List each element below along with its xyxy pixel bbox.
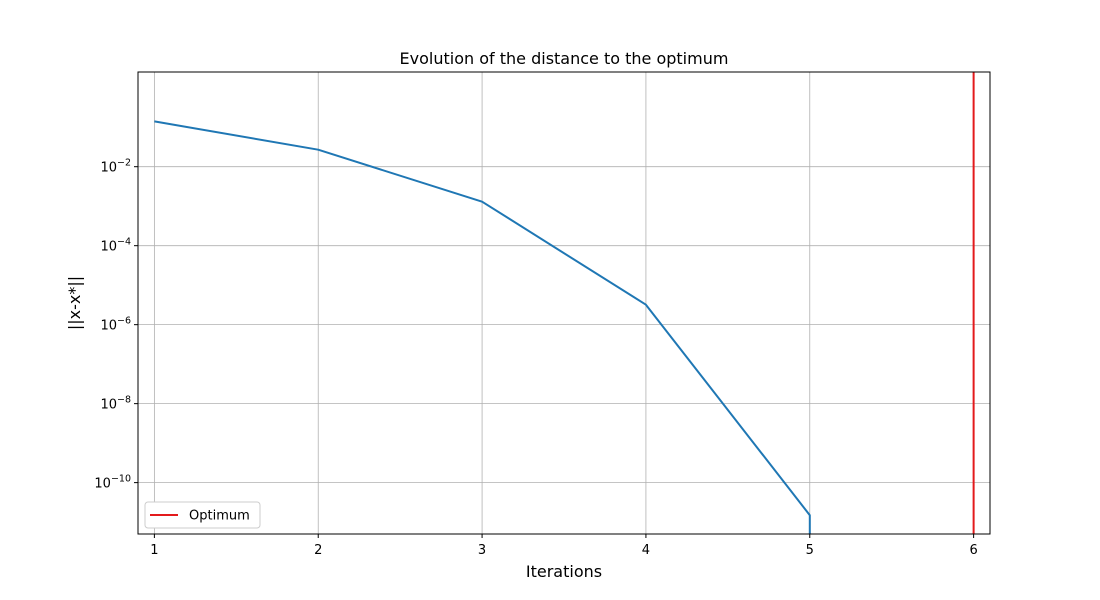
series-line-0 — [154, 120, 811, 534]
y-tick-label: 10−8 — [100, 395, 131, 413]
x-tick-label: 6 — [969, 543, 977, 558]
grid-lines — [138, 72, 990, 534]
x-tick-label: 3 — [478, 543, 486, 558]
x-axis-title: Iterations — [526, 562, 602, 581]
x-tick-label: 2 — [314, 543, 322, 558]
axis-ticks: 1 2 3 4 5 6 10−2 10−4 10−6 10−8 10−10 — [94, 158, 977, 558]
legend-box — [144, 501, 261, 529]
legend-label-optimum: Optimum — [189, 509, 250, 524]
y-tick-label: 10−6 — [100, 316, 131, 334]
y-tick-label: 10−2 — [100, 158, 131, 176]
chart-title: Evolution of the distance to the optimum — [400, 49, 729, 68]
y-tick-label: 10−4 — [100, 237, 131, 255]
x-tick-label: 1 — [150, 543, 158, 558]
legend: Optimum — [144, 501, 261, 529]
y-axis-title: ||x-x*|| — [65, 276, 84, 330]
plot-frame — [137, 71, 991, 535]
plot-area — [154, 72, 975, 534]
y-tick-label: 10−10 — [94, 474, 131, 492]
x-tick-label: 4 — [642, 543, 650, 558]
x-tick-label: 5 — [806, 543, 814, 558]
